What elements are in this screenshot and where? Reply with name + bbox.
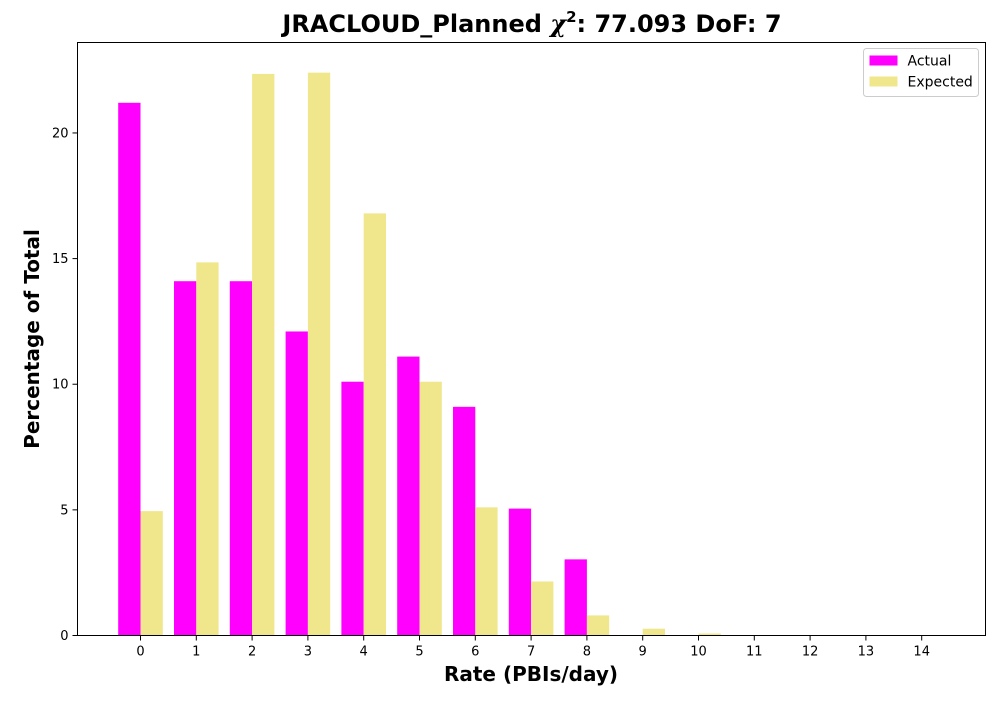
y-tick-label: 5	[60, 503, 68, 518]
x-tick-label: 8	[583, 645, 591, 660]
bars-layer	[118, 73, 944, 636]
x-tick-label: 3	[304, 645, 312, 660]
legend-label-expected: Expected	[908, 75, 973, 91]
y-tick-label: 10	[52, 378, 69, 393]
x-tick-label: 7	[527, 645, 535, 660]
legend: Actual Expected	[864, 49, 979, 97]
chart-title-prefix: JRACLOUD_Planned	[280, 10, 550, 38]
legend-swatch-actual	[870, 56, 898, 66]
x-tick-label: 11	[746, 645, 763, 660]
x-tick-label: 0	[136, 645, 144, 660]
x-tick-label: 6	[471, 645, 479, 660]
x-axis-label: Rate (PBIs/day)	[444, 662, 618, 686]
bar-expected-6	[475, 507, 497, 635]
chart-title-symbol: χ	[548, 9, 567, 38]
bar-actual-8	[565, 559, 587, 635]
x-tick-label: 1	[192, 645, 200, 660]
x-tick-label: 12	[802, 645, 819, 660]
x-tick-label: 5	[415, 645, 423, 660]
x-tick-label: 10	[690, 645, 707, 660]
bar-actual-7	[509, 509, 531, 636]
bar-actual-6	[453, 407, 475, 636]
bar-expected-0	[141, 511, 163, 635]
x-tick-label: 14	[913, 645, 930, 660]
bar-expected-4	[364, 213, 386, 635]
y-tick-label: 15	[52, 252, 69, 267]
bar-actual-5	[397, 357, 419, 636]
bar-expected-3	[308, 73, 330, 636]
x-tick-label: 2	[248, 645, 256, 660]
bar-actual-0	[118, 103, 140, 636]
bar-expected-7	[531, 581, 553, 635]
x-tick-label: 9	[639, 645, 647, 660]
chart-title: JRACLOUD_Planned χ2: 77.093 DoF: 7	[280, 8, 781, 38]
bar-expected-1	[196, 262, 218, 635]
chart-title-suffix: : 77.093 DoF: 7	[577, 10, 782, 38]
legend-label-actual: Actual	[908, 54, 952, 70]
chart-title-superscript: 2	[566, 8, 576, 26]
bar-expected-9	[643, 629, 665, 636]
bar-expected-5	[420, 382, 442, 636]
y-tick-label: 0	[60, 629, 68, 644]
y-axis: 0 5 10 15 20	[52, 126, 78, 644]
bar-actual-2	[230, 281, 252, 635]
legend-swatch-expected	[870, 77, 898, 87]
y-axis-label: Percentage of Total	[20, 229, 44, 449]
bar-actual-3	[286, 331, 308, 635]
x-tick-label: 4	[360, 645, 368, 660]
bar-expected-2	[252, 74, 274, 636]
bar-actual-4	[341, 382, 363, 636]
y-tick-label: 20	[52, 126, 69, 141]
x-tick-label: 13	[858, 645, 875, 660]
bar-actual-1	[174, 281, 196, 635]
bar-expected-8	[587, 615, 609, 635]
